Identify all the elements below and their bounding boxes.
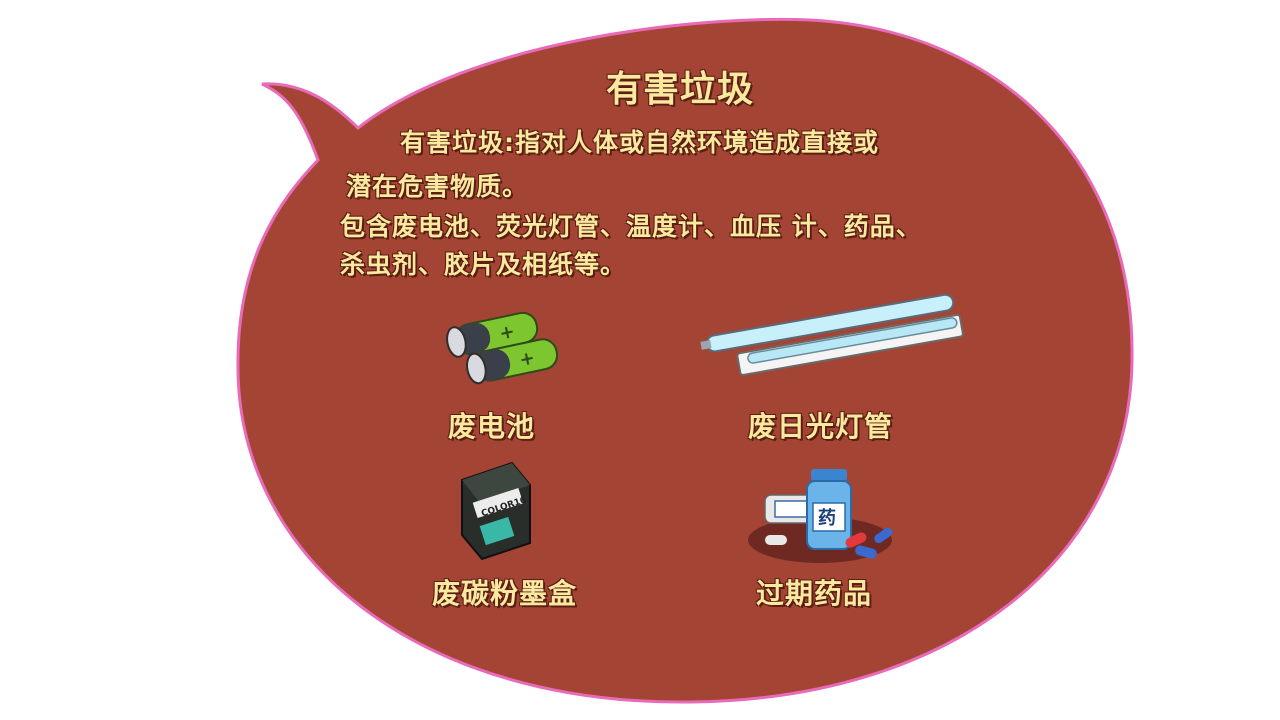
battery-icon: + +: [446, 311, 559, 385]
medicine-label: 药: [818, 507, 836, 529]
description-line-3: 包含废电池、荧光灯管、温度计、血压 计、药品、: [340, 212, 922, 241]
svg-text:+: +: [518, 347, 537, 371]
fluorescent-tube-icon: [700, 293, 964, 376]
toner-cartridge-icon: COLOR16: [461, 461, 531, 561]
medicine-bottle-icon: 药: [748, 469, 893, 563]
item-label-medicine: 过期药品: [756, 577, 873, 610]
description-line-1: 有害垃圾:指对人体或自然环境造成直接或: [400, 128, 879, 157]
description-line-2: 潜在危害物质。: [346, 172, 529, 201]
description-line-4: 杀虫剂、胶片及相纸等。: [340, 250, 627, 279]
item-label-battery: 废电池: [448, 410, 536, 443]
svg-text:+: +: [498, 321, 517, 345]
page-title: 有害垃圾: [605, 69, 754, 110]
item-label-fluorescent-tube: 废日光灯管: [748, 410, 894, 443]
item-label-toner-cartridge: 废碳粉墨盒: [432, 577, 578, 610]
speech-bubble: [236, 17, 1134, 704]
